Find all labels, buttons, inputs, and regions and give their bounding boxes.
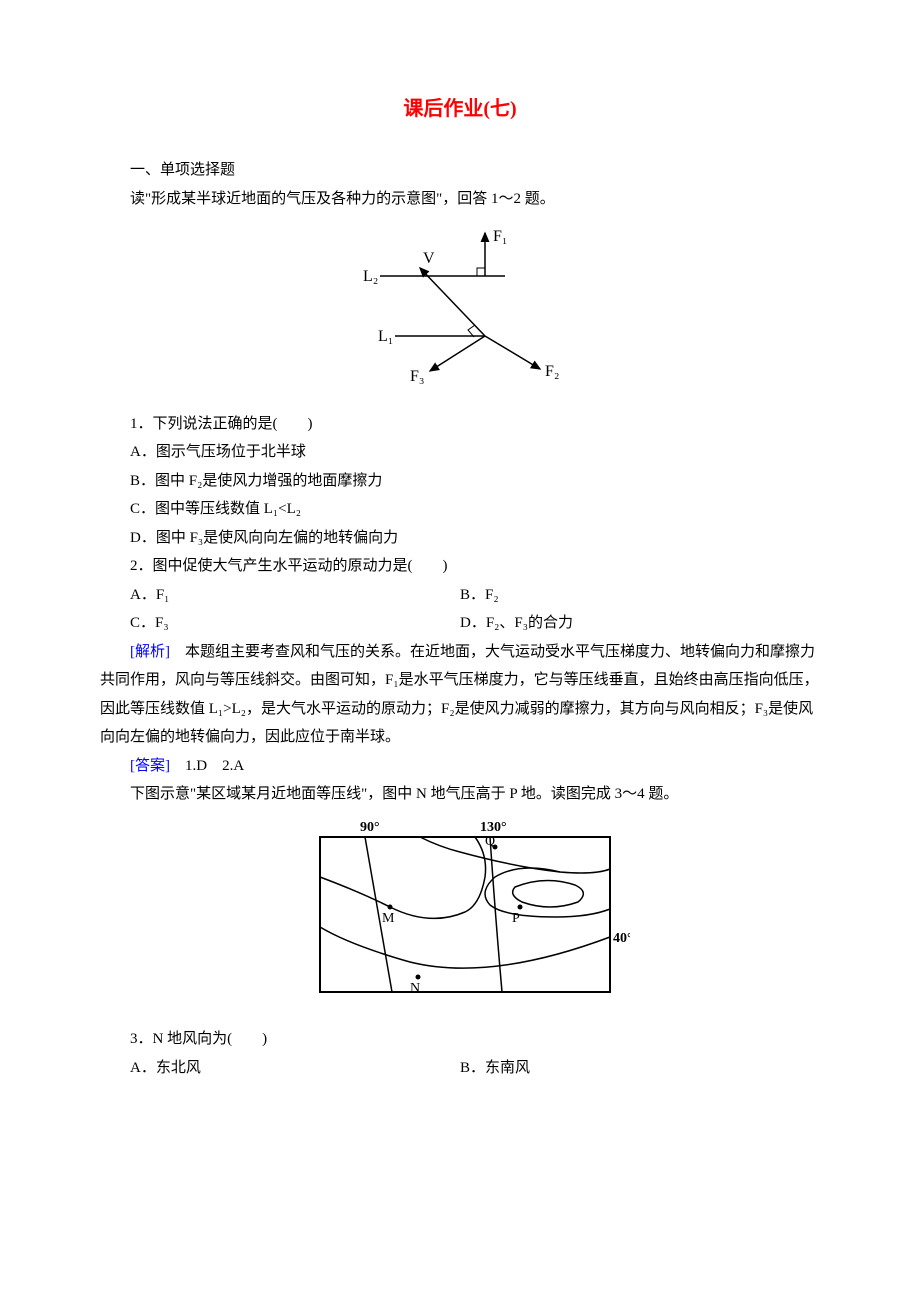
intro-2: 下图示意"某区域某月近地面等压线"，图中 N 地气压高于 P 地。读图完成 3～… bbox=[100, 780, 820, 809]
section-heading: 一、单项选择题 bbox=[100, 156, 820, 185]
answer: [答案] 1.D 2.A bbox=[100, 752, 820, 781]
q2-D: D．F₂、F₃的合力 bbox=[460, 609, 820, 638]
q1-A: A．图示气压场位于北半球 bbox=[100, 438, 820, 467]
q1-C: C．图中等压线数值 L₁<L₂ bbox=[100, 495, 820, 524]
analysis-label: [解析] bbox=[130, 644, 170, 660]
label-lon90: 90° bbox=[360, 820, 380, 835]
label-F3: F₃ bbox=[410, 368, 424, 385]
label-F2: F₂ bbox=[545, 363, 559, 380]
label-L1: L₁ bbox=[378, 328, 393, 345]
label-Q: Q bbox=[485, 834, 495, 849]
analysis: [解析] 本题组主要考查风和气压的关系。在近地面，大气运动受水平气压梯度力、地转… bbox=[100, 638, 820, 752]
label-V: V bbox=[423, 250, 435, 267]
label-M: M bbox=[382, 911, 395, 926]
label-L2: L₂ bbox=[363, 268, 378, 285]
label-lon130: 130° bbox=[480, 820, 507, 835]
answer-label: [答案] bbox=[130, 758, 170, 774]
answer-text: 1.D 2.A bbox=[170, 758, 244, 774]
q2-B: B．F₂ bbox=[460, 581, 820, 610]
label-N: N bbox=[410, 981, 420, 996]
label-lat40: 40°N bbox=[613, 931, 630, 946]
figure-2: 90° 130° 40°N M P Q N bbox=[100, 817, 820, 1018]
q1-D: D．图中 F₃是使风向向左偏的地转偏向力 bbox=[100, 524, 820, 553]
q1-B: B．图中 F₂是使风力增强的地面摩擦力 bbox=[100, 467, 820, 496]
q3-stem: 3．N 地风向为( ) bbox=[100, 1025, 820, 1054]
q2-A: A．F₁ bbox=[100, 581, 460, 610]
page-title: 课后作业(七) bbox=[100, 90, 820, 128]
analysis-text: 本题组主要考查风和气压的关系。在近地面，大气运动受水平气压梯度力、地转偏向力和摩… bbox=[100, 644, 819, 746]
figure-1: L₂ L₁ F₁ V F₂ F₃ bbox=[100, 221, 820, 402]
intro-1: 读"形成某半球近地面的气压及各种力的示意图"，回答 1～2 题。 bbox=[100, 185, 820, 214]
q1-stem: 1．下列说法正确的是( ) bbox=[100, 410, 820, 439]
q2-C: C．F₃ bbox=[100, 609, 460, 638]
q3-B: B．东南风 bbox=[460, 1054, 820, 1083]
q3-A: A．东北风 bbox=[100, 1054, 460, 1083]
q2-stem: 2．图中促使大气产生水平运动的原动力是( ) bbox=[100, 552, 820, 581]
label-F1: F₁ bbox=[493, 228, 507, 245]
label-P: P bbox=[512, 911, 520, 926]
